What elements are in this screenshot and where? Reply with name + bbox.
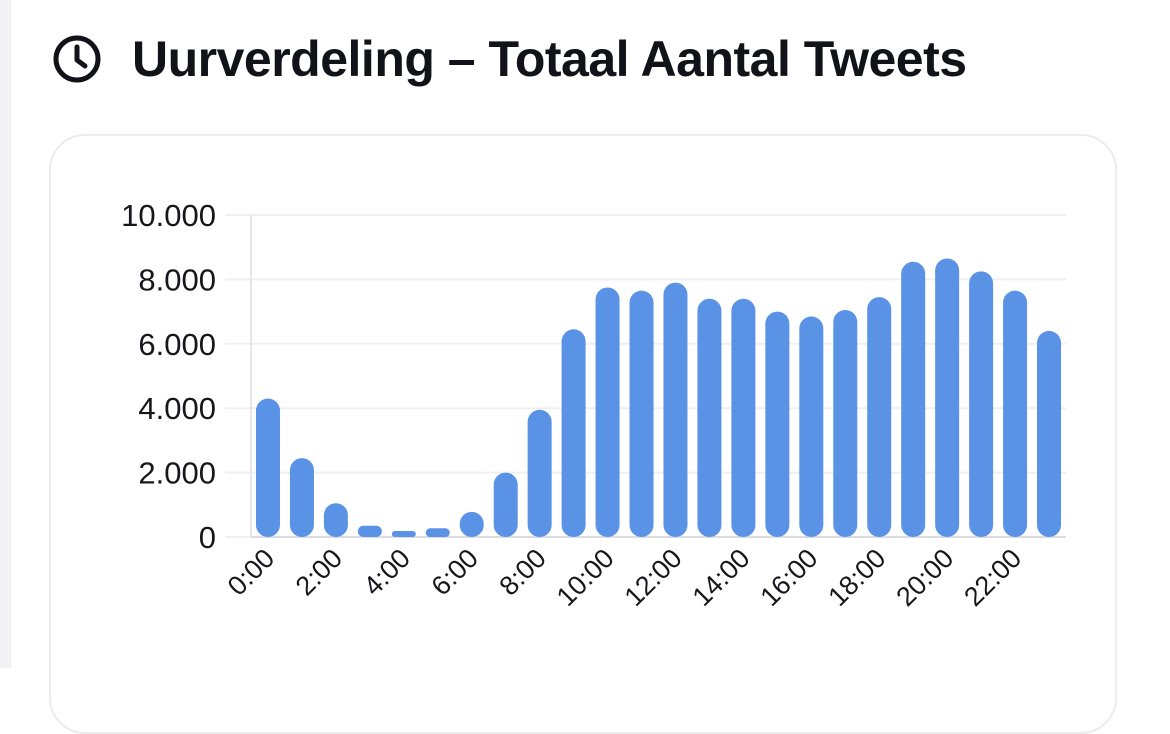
bar-13-00 (697, 298, 722, 537)
x-tick-label: 12:00 (619, 543, 688, 612)
x-tick-label: 6:00 (426, 543, 484, 601)
x-tick-label: 8:00 (494, 543, 552, 601)
x-tick-label: 14:00 (687, 543, 756, 612)
x-tick-label: 4:00 (358, 543, 416, 601)
x-tick-label: 10:00 (551, 543, 620, 612)
bar-2-00 (323, 503, 348, 537)
page-title: Uurverdeling – Totaal Aantal Tweets (132, 31, 967, 87)
x-tick-label: 18:00 (822, 543, 891, 612)
bar-chart: 0 2.000 4.000 6.000 8.000 10.000 0:00 2:00 4:00 6… (121, 198, 1066, 612)
x-tick-label: 16:00 (755, 543, 824, 612)
bar-20-00 (935, 258, 960, 537)
bar-0-00 (255, 398, 280, 537)
bar-1-00 (289, 458, 314, 537)
bar-23-00 (1037, 330, 1062, 537)
x-tick-label: 22:00 (958, 543, 1027, 612)
bar-15-00 (765, 311, 790, 537)
bar-18-00 (867, 297, 892, 537)
y-tick-label: 8.000 (138, 262, 216, 297)
clock-icon (53, 35, 101, 83)
bar-14-00 (731, 298, 756, 537)
bar-10-00 (595, 287, 620, 537)
bar-19-00 (901, 261, 926, 537)
page-left-edge (0, 0, 11, 668)
bar-8-00 (527, 409, 552, 537)
bar-4-00 (391, 531, 416, 537)
bar-9-00 (561, 329, 586, 537)
bar-6-00 (459, 511, 484, 537)
bar-5-00 (425, 528, 450, 537)
y-tick-label: 4.000 (138, 391, 216, 426)
x-tick-label: 0:00 (222, 543, 280, 601)
y-tick-label: 0 (199, 520, 216, 555)
bar-16-00 (799, 316, 824, 537)
y-tick-label: 2.000 (138, 456, 216, 491)
bar-22-00 (1003, 290, 1028, 537)
section-header: Uurverdeling – Totaal Aantal Tweets (52, 24, 967, 94)
x-tick-label: 20:00 (890, 543, 959, 612)
bar-11-00 (629, 290, 654, 537)
bar-21-00 (969, 271, 994, 537)
x-tick-label: 2:00 (290, 543, 348, 601)
bar-12-00 (663, 282, 688, 537)
y-tick-label: 10.000 (121, 198, 216, 233)
bar-7-00 (493, 472, 518, 537)
y-tick-label: 6.000 (138, 327, 216, 362)
bar-3-00 (357, 525, 382, 537)
bar-17-00 (833, 309, 858, 537)
